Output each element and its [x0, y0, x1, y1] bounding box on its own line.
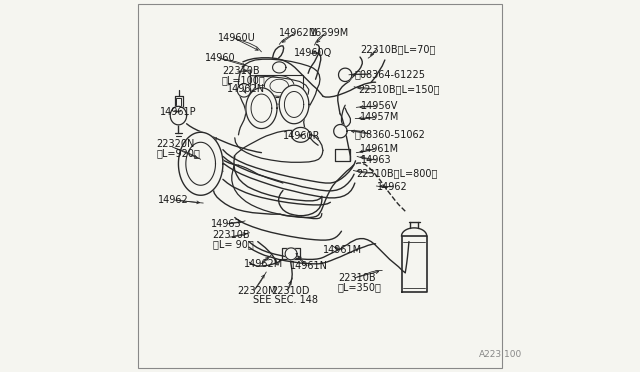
Text: 22310B〈L=150〉: 22310B〈L=150〉: [358, 84, 439, 94]
Text: 14963: 14963: [211, 219, 241, 229]
Text: 14962M: 14962M: [279, 28, 319, 38]
Polygon shape: [279, 85, 309, 124]
Text: 〈L= 90〉: 〈L= 90〉: [212, 239, 253, 249]
Text: 22310B: 22310B: [338, 273, 376, 283]
Polygon shape: [284, 92, 304, 118]
Text: Ⓝ08360-51062: Ⓝ08360-51062: [354, 129, 425, 139]
Text: 14961P: 14961P: [160, 107, 196, 117]
Text: 14957M: 14957M: [360, 112, 399, 122]
Text: 14962: 14962: [157, 195, 188, 205]
Text: 16599M: 16599M: [310, 28, 349, 38]
Text: 14961M: 14961M: [323, 245, 362, 255]
Polygon shape: [285, 248, 297, 260]
Text: 14962M: 14962M: [244, 259, 284, 269]
Text: SEE SEC. 148: SEE SEC. 148: [253, 295, 317, 305]
Text: 22320N: 22320N: [156, 140, 195, 150]
Text: 22310B: 22310B: [212, 230, 250, 240]
Text: 14956V: 14956V: [361, 101, 398, 111]
Text: 14960U: 14960U: [218, 33, 256, 43]
Text: 22320M: 22320M: [237, 286, 277, 295]
Polygon shape: [291, 128, 310, 142]
Text: 〈L=350〉: 〈L=350〉: [338, 282, 381, 292]
Polygon shape: [339, 68, 352, 81]
Text: 14961M: 14961M: [360, 144, 399, 154]
Text: 14962: 14962: [378, 182, 408, 192]
Text: 14963: 14963: [361, 155, 392, 165]
Text: 14960R: 14960R: [283, 131, 321, 141]
Polygon shape: [246, 88, 277, 129]
Text: 14962N: 14962N: [227, 84, 265, 94]
Polygon shape: [237, 84, 251, 97]
Polygon shape: [251, 94, 272, 122]
Text: 14960Q: 14960Q: [294, 48, 332, 58]
Text: A223.100: A223.100: [479, 350, 523, 359]
Text: 14961N: 14961N: [291, 261, 328, 271]
Text: 22310B〈L=800〉: 22310B〈L=800〉: [356, 168, 438, 178]
Polygon shape: [333, 125, 347, 138]
Polygon shape: [170, 106, 187, 125]
Text: 〈L=100〉: 〈L=100〉: [222, 76, 266, 86]
Text: Ⓝ08364-61225: Ⓝ08364-61225: [354, 69, 425, 79]
Text: 14960: 14960: [205, 53, 236, 63]
Polygon shape: [179, 132, 223, 195]
Text: 22310D: 22310D: [271, 286, 310, 295]
Text: 〈L=920〉: 〈L=920〉: [156, 148, 200, 158]
Text: 22310B〈L=70〉: 22310B〈L=70〉: [360, 44, 435, 54]
Polygon shape: [186, 142, 216, 185]
Text: 22310B: 22310B: [222, 66, 259, 76]
